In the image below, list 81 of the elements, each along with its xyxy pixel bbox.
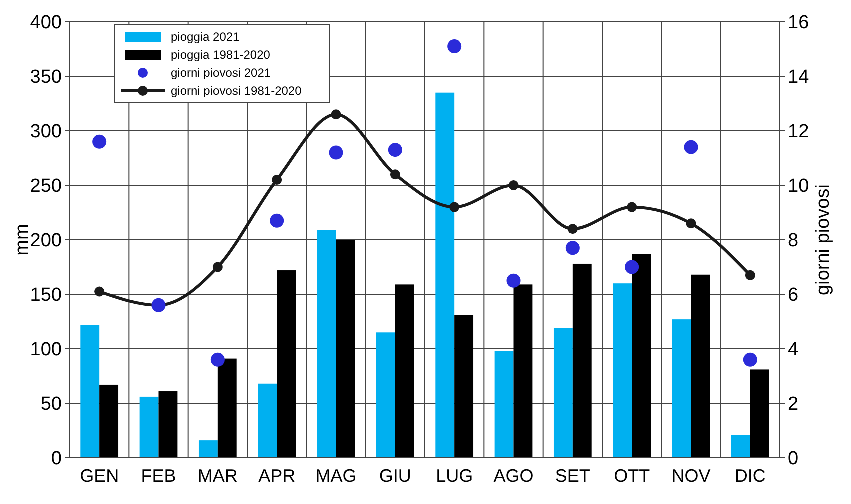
bar bbox=[258, 384, 278, 458]
x-tick-label: OTT bbox=[614, 466, 650, 486]
point bbox=[448, 40, 462, 54]
point bbox=[686, 218, 696, 229]
x-tick-label: SET bbox=[555, 466, 590, 486]
point bbox=[568, 224, 578, 234]
y2-axis-title: giorni piovosi bbox=[813, 184, 834, 296]
point bbox=[390, 170, 400, 180]
bar bbox=[317, 230, 336, 458]
y2-tick-label: 12 bbox=[788, 122, 810, 143]
bar bbox=[100, 384, 119, 458]
y-tick-label: 300 bbox=[30, 122, 62, 143]
bar bbox=[277, 270, 296, 458]
point bbox=[627, 202, 638, 212]
y-tick-label: 350 bbox=[30, 67, 62, 88]
point bbox=[450, 202, 460, 212]
bar bbox=[395, 284, 414, 458]
bar bbox=[436, 92, 455, 458]
point bbox=[210, 352, 225, 367]
point bbox=[566, 241, 580, 256]
y2-tick-label: 10 bbox=[788, 176, 810, 198]
bar bbox=[750, 370, 770, 458]
point bbox=[94, 286, 105, 297]
y2-tick-label: 6 bbox=[788, 285, 799, 306]
point bbox=[388, 143, 402, 158]
x-tick-label: APR bbox=[258, 466, 296, 486]
x-tick-label: NOV bbox=[672, 466, 711, 486]
bar bbox=[336, 240, 356, 458]
bar bbox=[572, 264, 592, 458]
x-tick-label: GEN bbox=[80, 466, 120, 486]
legend-label: giorni piovosi 2021 bbox=[171, 66, 272, 80]
bar bbox=[613, 284, 632, 458]
legend-label: giorni piovosi 1981-2020 bbox=[171, 84, 302, 98]
y2-tick-label: 14 bbox=[788, 67, 810, 88]
bar bbox=[514, 284, 533, 458]
y-tick-label: 400 bbox=[30, 12, 62, 34]
y-tick-label: 0 bbox=[51, 448, 62, 470]
x-tick-label: FEB bbox=[141, 466, 176, 486]
bar bbox=[632, 254, 652, 458]
bar bbox=[731, 435, 750, 458]
point bbox=[270, 214, 284, 228]
x-tick-label: MAR bbox=[198, 466, 238, 486]
y2-tick-label: 8 bbox=[788, 230, 799, 252]
bar bbox=[198, 440, 218, 458]
point bbox=[625, 260, 640, 274]
point bbox=[272, 175, 282, 186]
y-tick-label: 100 bbox=[30, 340, 62, 361]
legend-label: pioggia 1981-2020 bbox=[171, 48, 271, 62]
x-tick-label: LUG bbox=[436, 466, 474, 486]
bar bbox=[158, 392, 178, 458]
y-tick-label: 200 bbox=[30, 230, 62, 252]
y2-tick-label: 4 bbox=[788, 340, 799, 361]
y-tick-label: 250 bbox=[30, 176, 62, 198]
x-tick-label: GIU bbox=[379, 466, 412, 486]
point bbox=[329, 146, 344, 160]
point bbox=[92, 134, 107, 149]
bar bbox=[454, 315, 474, 458]
bar bbox=[554, 328, 573, 458]
y2-tick-label: 2 bbox=[788, 394, 799, 416]
bar bbox=[672, 320, 692, 458]
y2-tick-label: 0 bbox=[788, 448, 799, 470]
point bbox=[506, 274, 521, 288]
bar bbox=[218, 358, 237, 458]
point bbox=[212, 262, 223, 272]
bar bbox=[140, 396, 159, 458]
y-tick-label: 150 bbox=[30, 285, 62, 306]
point bbox=[508, 180, 519, 190]
bar bbox=[80, 325, 100, 458]
bar bbox=[494, 351, 514, 458]
legend-label: pioggia 2021 bbox=[171, 30, 240, 44]
y-tick-label: 50 bbox=[40, 394, 62, 416]
x-tick-label: MAG bbox=[316, 466, 357, 486]
y2-tick-label: 16 bbox=[788, 12, 810, 34]
x-tick-label: DIC bbox=[734, 466, 766, 486]
bar bbox=[376, 332, 396, 458]
x-tick-label: AGO bbox=[494, 466, 534, 486]
point bbox=[331, 110, 342, 120]
bar bbox=[691, 274, 710, 458]
point bbox=[684, 140, 698, 154]
point bbox=[743, 352, 758, 367]
point bbox=[745, 270, 756, 280]
